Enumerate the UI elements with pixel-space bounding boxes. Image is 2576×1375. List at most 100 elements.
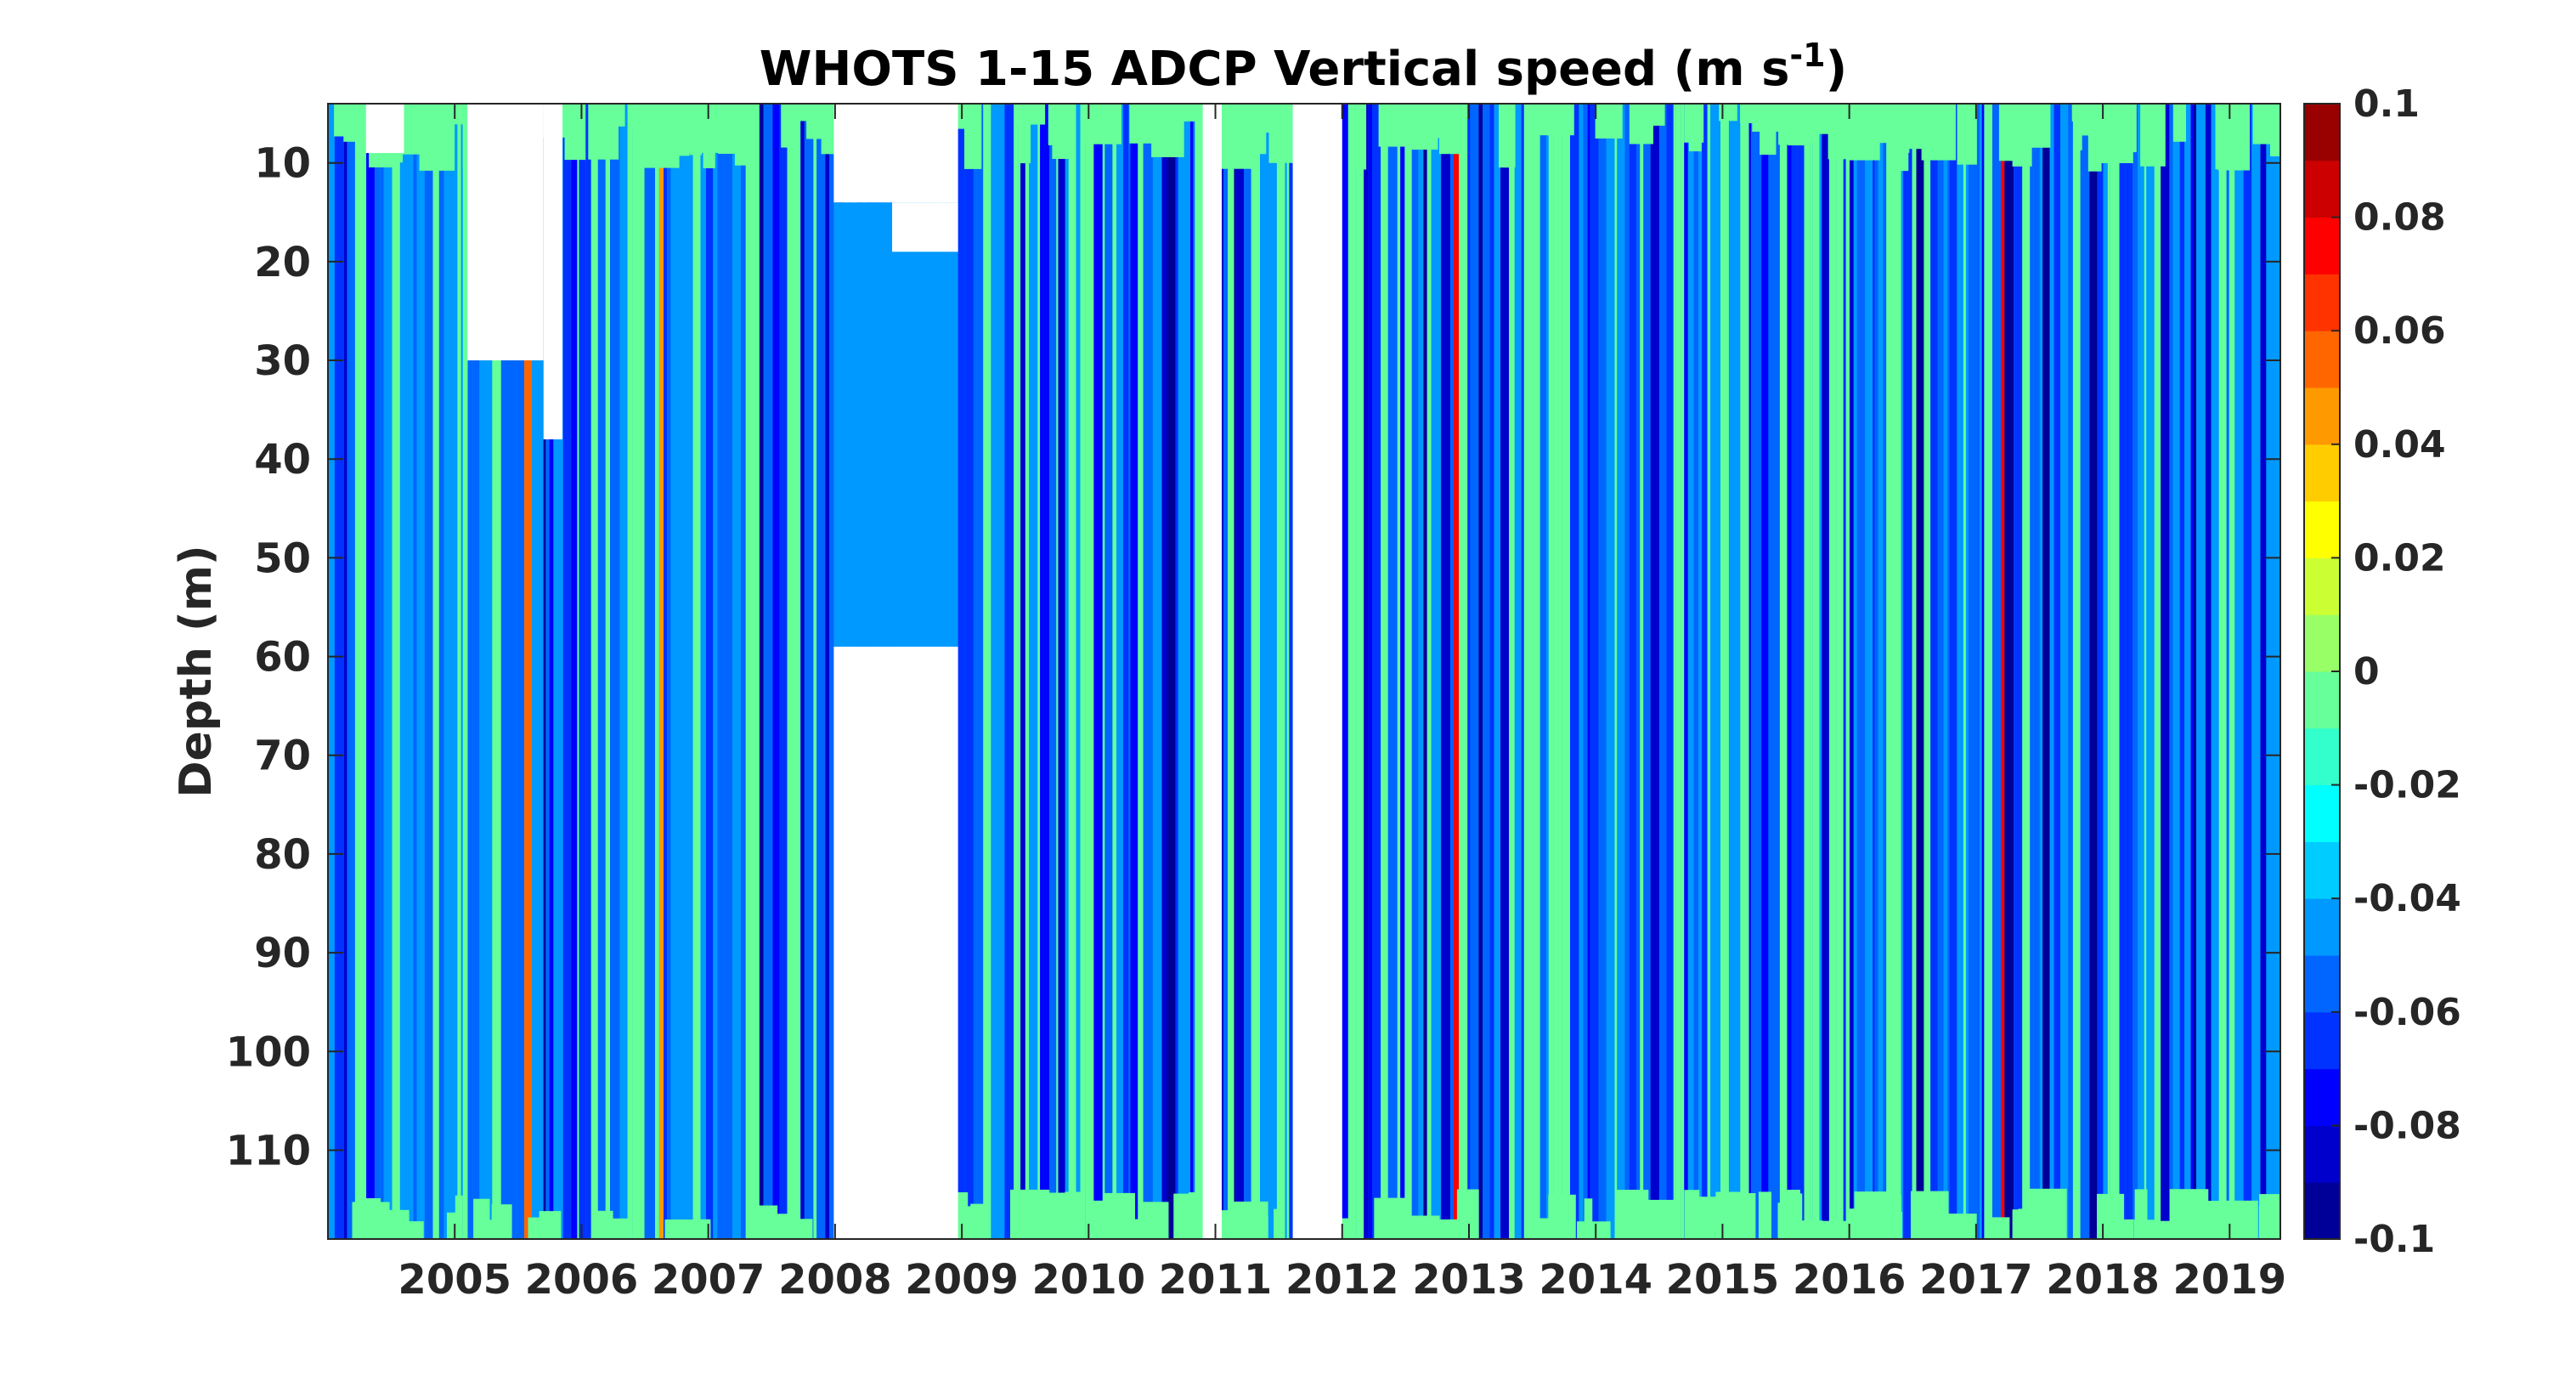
heatmap-stripe-203 <box>1489 104 1494 1239</box>
heatmap-stripe-332 <box>2193 104 2197 1239</box>
heatmap-stripe-116 <box>1014 104 1019 1239</box>
heatmap-bottom-patch-91 <box>1088 1200 1118 1239</box>
heatmap-stripe-342 <box>2251 104 2261 1239</box>
chart-title-close: ) <box>1826 42 1848 97</box>
heatmap-stripe-8 <box>380 104 384 1239</box>
heatmap-bottom-patch-97 <box>2028 1188 2067 1239</box>
heatmap-stripe-220 <box>1590 104 1599 1239</box>
heatmap-stripe-83 <box>816 104 826 1239</box>
heatmap-stripe-78 <box>787 104 794 1239</box>
heatmap-stripe-80 <box>800 104 805 1239</box>
heatmap-stripe-124 <box>1043 104 1049 1239</box>
heatmap-bottom-patch-104 <box>1399 1213 1409 1239</box>
heatmap-stripe-317 <box>2110 104 2120 1239</box>
heatmap-stripe-321 <box>2133 104 2138 1239</box>
heatmap-stripe-269 <box>1853 104 1857 1239</box>
heatmap-top-patch-82 <box>2270 104 2280 156</box>
heatmap-stripe-285 <box>1935 104 1938 1239</box>
heatmap-stripe-10 <box>392 104 400 1239</box>
heatmap-stripe-133 <box>1093 104 1103 1239</box>
heatmap-bottom-patch-117 <box>2134 1189 2148 1239</box>
heatmap-stripe-331 <box>2190 104 2194 1239</box>
plot-frame <box>327 103 2281 1240</box>
heatmap-stripe-65 <box>700 104 706 1239</box>
heatmap-bottom-patch-42 <box>1577 1221 1611 1239</box>
colorbar-segment-9 <box>2304 671 2340 729</box>
heatmap-stripe-312 <box>2080 104 2090 1239</box>
heatmap-bottom-patch-0 <box>797 1219 813 1239</box>
heatmap-stripe-82 <box>813 104 817 1239</box>
heatmap-stripe-117 <box>1018 104 1021 1239</box>
heatmap-top-patch-90 <box>1889 104 1909 172</box>
heatmap-stripe-134 <box>1102 104 1105 1239</box>
heatmap-top-patch-104 <box>2074 104 2082 150</box>
heatmap-top-patch-72 <box>1846 104 1880 161</box>
heatmap-stripe-264 <box>1828 104 1836 1239</box>
heatmap-stripe-299 <box>2001 104 2005 1239</box>
heatmap-stripe-19 <box>448 104 458 1239</box>
y-tick-label-9: 100 <box>226 1028 311 1076</box>
heatmap-bottom-patch-109 <box>2259 1194 2280 1239</box>
heatmap-stripe-344 <box>2266 104 2274 1239</box>
heatmap-stripe-292 <box>1966 104 1969 1239</box>
heatmap-stripe-230 <box>1650 104 1659 1239</box>
heatmap-stripe-298 <box>1992 104 2001 1239</box>
heatmap-stripe-2 <box>343 104 347 1239</box>
heatmap-stripe-35 <box>545 104 550 1239</box>
x-tick-label-4: 2009 <box>905 1256 1019 1304</box>
heatmap-top-patch-27 <box>1499 104 1516 168</box>
heatmap-stripe-126 <box>1056 104 1059 1239</box>
heatmap-stripe-295 <box>1980 104 1982 1239</box>
heatmap-stripe-145 <box>1161 104 1167 1239</box>
heatmap-top-patch-97 <box>334 104 372 137</box>
heatmap-stripe-258 <box>1804 104 1811 1239</box>
heatmap-stripe-147 <box>1175 104 1178 1239</box>
y-tick-label-7: 80 <box>254 831 311 879</box>
heatmap-bottom-patch-105 <box>352 1202 390 1239</box>
heatmap-stripe-270 <box>1856 104 1866 1239</box>
heatmap-stripe-157 <box>1223 104 1229 1239</box>
heatmap-stripe-287 <box>1943 104 1948 1239</box>
heatmap-stripe-39 <box>562 104 572 1239</box>
heatmap-bottom-patch-43 <box>2173 1219 2203 1239</box>
heatmap-stripe-336 <box>2211 104 2219 1239</box>
y-tick-label-1: 20 <box>254 239 311 286</box>
heatmap-top-patch-52 <box>703 104 715 168</box>
heatmap-stripe-85 <box>829 104 837 1239</box>
heatmap-stripe-50 <box>619 104 628 1239</box>
heatmap-stripe-294 <box>1973 104 1980 1239</box>
heatmap-top-patch-114 <box>1630 104 1641 134</box>
heatmap-stripe-231 <box>1659 104 1667 1239</box>
heatmap-stripe-42 <box>579 104 586 1239</box>
heatmap-stripe-11 <box>399 104 404 1239</box>
heatmap-stripe-4 <box>354 104 363 1239</box>
heatmap-stripe-37 <box>553 104 562 1239</box>
heatmap-bottom-patch-78 <box>1731 1213 1754 1239</box>
heatmap-stripe-140 <box>1130 104 1138 1239</box>
heatmap-stripe-167 <box>1285 104 1287 1239</box>
heatmap-stripe-311 <box>2072 104 2081 1239</box>
y-tick-label-2: 30 <box>254 337 311 385</box>
heatmap-stripe-228 <box>1640 104 1644 1239</box>
heatmap-stripe-307 <box>2049 104 2054 1239</box>
heatmap-stripe-193 <box>1431 104 1440 1239</box>
heatmap-stripe-289 <box>1949 104 1957 1239</box>
data-gap-1 <box>833 646 958 1239</box>
heatmap-stripe-75 <box>763 104 773 1239</box>
heatmap-stripe-232 <box>1666 104 1674 1239</box>
x-tick-label-10: 2015 <box>1666 1256 1780 1304</box>
colorbar-segment-2 <box>2304 1068 2340 1126</box>
heatmap-stripe-244 <box>1720 104 1729 1239</box>
heatmap-stripe-181 <box>1364 104 1369 1239</box>
heatmap-stripe-309 <box>2060 104 2069 1239</box>
y-tick-label-10: 110 <box>226 1127 311 1174</box>
heatmap-stripe-66 <box>706 104 714 1239</box>
heatmap-stripe-259 <box>1810 104 1813 1239</box>
heatmap-stripe-345 <box>2273 104 2280 1239</box>
y-tick-label-5: 60 <box>254 634 311 682</box>
data-gap-0 <box>833 104 958 203</box>
heatmap-top-patch-21 <box>1351 104 1367 170</box>
heatmap-stripe-273 <box>1873 104 1875 1239</box>
heatmap-top-patch-107 <box>607 104 619 128</box>
heatmap-stripe-293 <box>1969 104 1974 1239</box>
